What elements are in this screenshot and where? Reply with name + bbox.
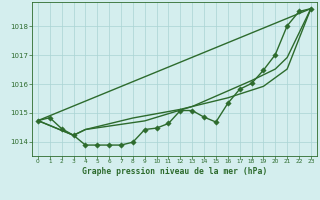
X-axis label: Graphe pression niveau de la mer (hPa): Graphe pression niveau de la mer (hPa) bbox=[82, 167, 267, 176]
